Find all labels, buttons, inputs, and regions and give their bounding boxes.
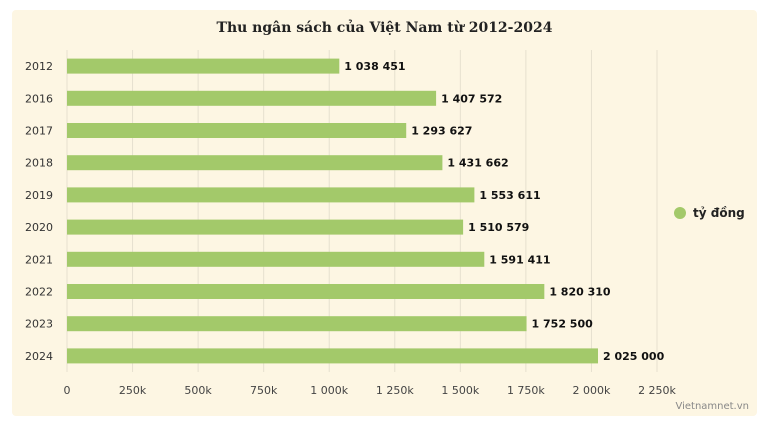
category-label: 2024	[25, 350, 53, 363]
legend-label: tỷ đồng	[693, 206, 745, 220]
data-label: 1 293 627	[411, 125, 472, 138]
category-label: 2020	[25, 221, 53, 234]
x-tick-label: 2 250k	[638, 384, 676, 397]
x-tick-label: 1 250k	[376, 384, 414, 397]
chart-card: Thu ngân sách của Việt Nam từ 2012-2024 …	[12, 10, 757, 416]
category-label: 2017	[25, 125, 53, 138]
bar	[67, 251, 485, 267]
category-label: 2021	[25, 253, 53, 266]
data-label: 1 407 572	[441, 92, 502, 105]
category-label: 2019	[25, 189, 53, 202]
category-label: 2016	[25, 92, 53, 105]
category-label: 2023	[25, 318, 53, 331]
bar	[67, 219, 464, 235]
data-label: 1 510 579	[468, 221, 529, 234]
chart-title: Thu ngân sách của Việt Nam từ 2012-2024	[216, 20, 553, 36]
x-tick-label: 1 500k	[441, 384, 479, 397]
x-tick-label: 1 000k	[310, 384, 348, 397]
x-tick-label: 2 000k	[573, 384, 611, 397]
data-label: 1 752 500	[532, 318, 594, 331]
legend-marker	[674, 207, 686, 219]
x-tick-label: 500k	[184, 384, 212, 397]
category-label: 2018	[25, 157, 53, 170]
x-tick-label: 750k	[250, 384, 278, 397]
bar	[67, 58, 340, 74]
bar	[67, 187, 475, 203]
legend[interactable]: tỷ đồng	[674, 206, 745, 220]
bar	[67, 123, 407, 138]
bar	[67, 155, 443, 171]
source-credit: Vietnamnet.vn	[675, 401, 749, 412]
data-label: 2 025 000	[603, 350, 665, 363]
data-label: 1 591 411	[489, 253, 550, 266]
bar	[67, 348, 598, 364]
category-label: 2012	[25, 60, 53, 73]
bar	[67, 284, 545, 299]
data-label: 1 553 611	[479, 189, 540, 202]
category-label: 2022	[25, 286, 53, 299]
bar	[67, 90, 437, 106]
x-tick-label: 250k	[119, 384, 147, 397]
data-label: 1 820 310	[549, 286, 611, 299]
bar	[67, 316, 527, 332]
bar-chart: 0 250k 500k 750k 1 000k 1 250k 1 500k 1 750k 2 0…	[25, 50, 677, 397]
x-tick-label: 0	[64, 384, 71, 397]
data-label: 1 431 662	[447, 157, 508, 170]
x-tick-label: 1 750k	[507, 384, 545, 397]
data-label: 1 038 451	[344, 60, 405, 73]
